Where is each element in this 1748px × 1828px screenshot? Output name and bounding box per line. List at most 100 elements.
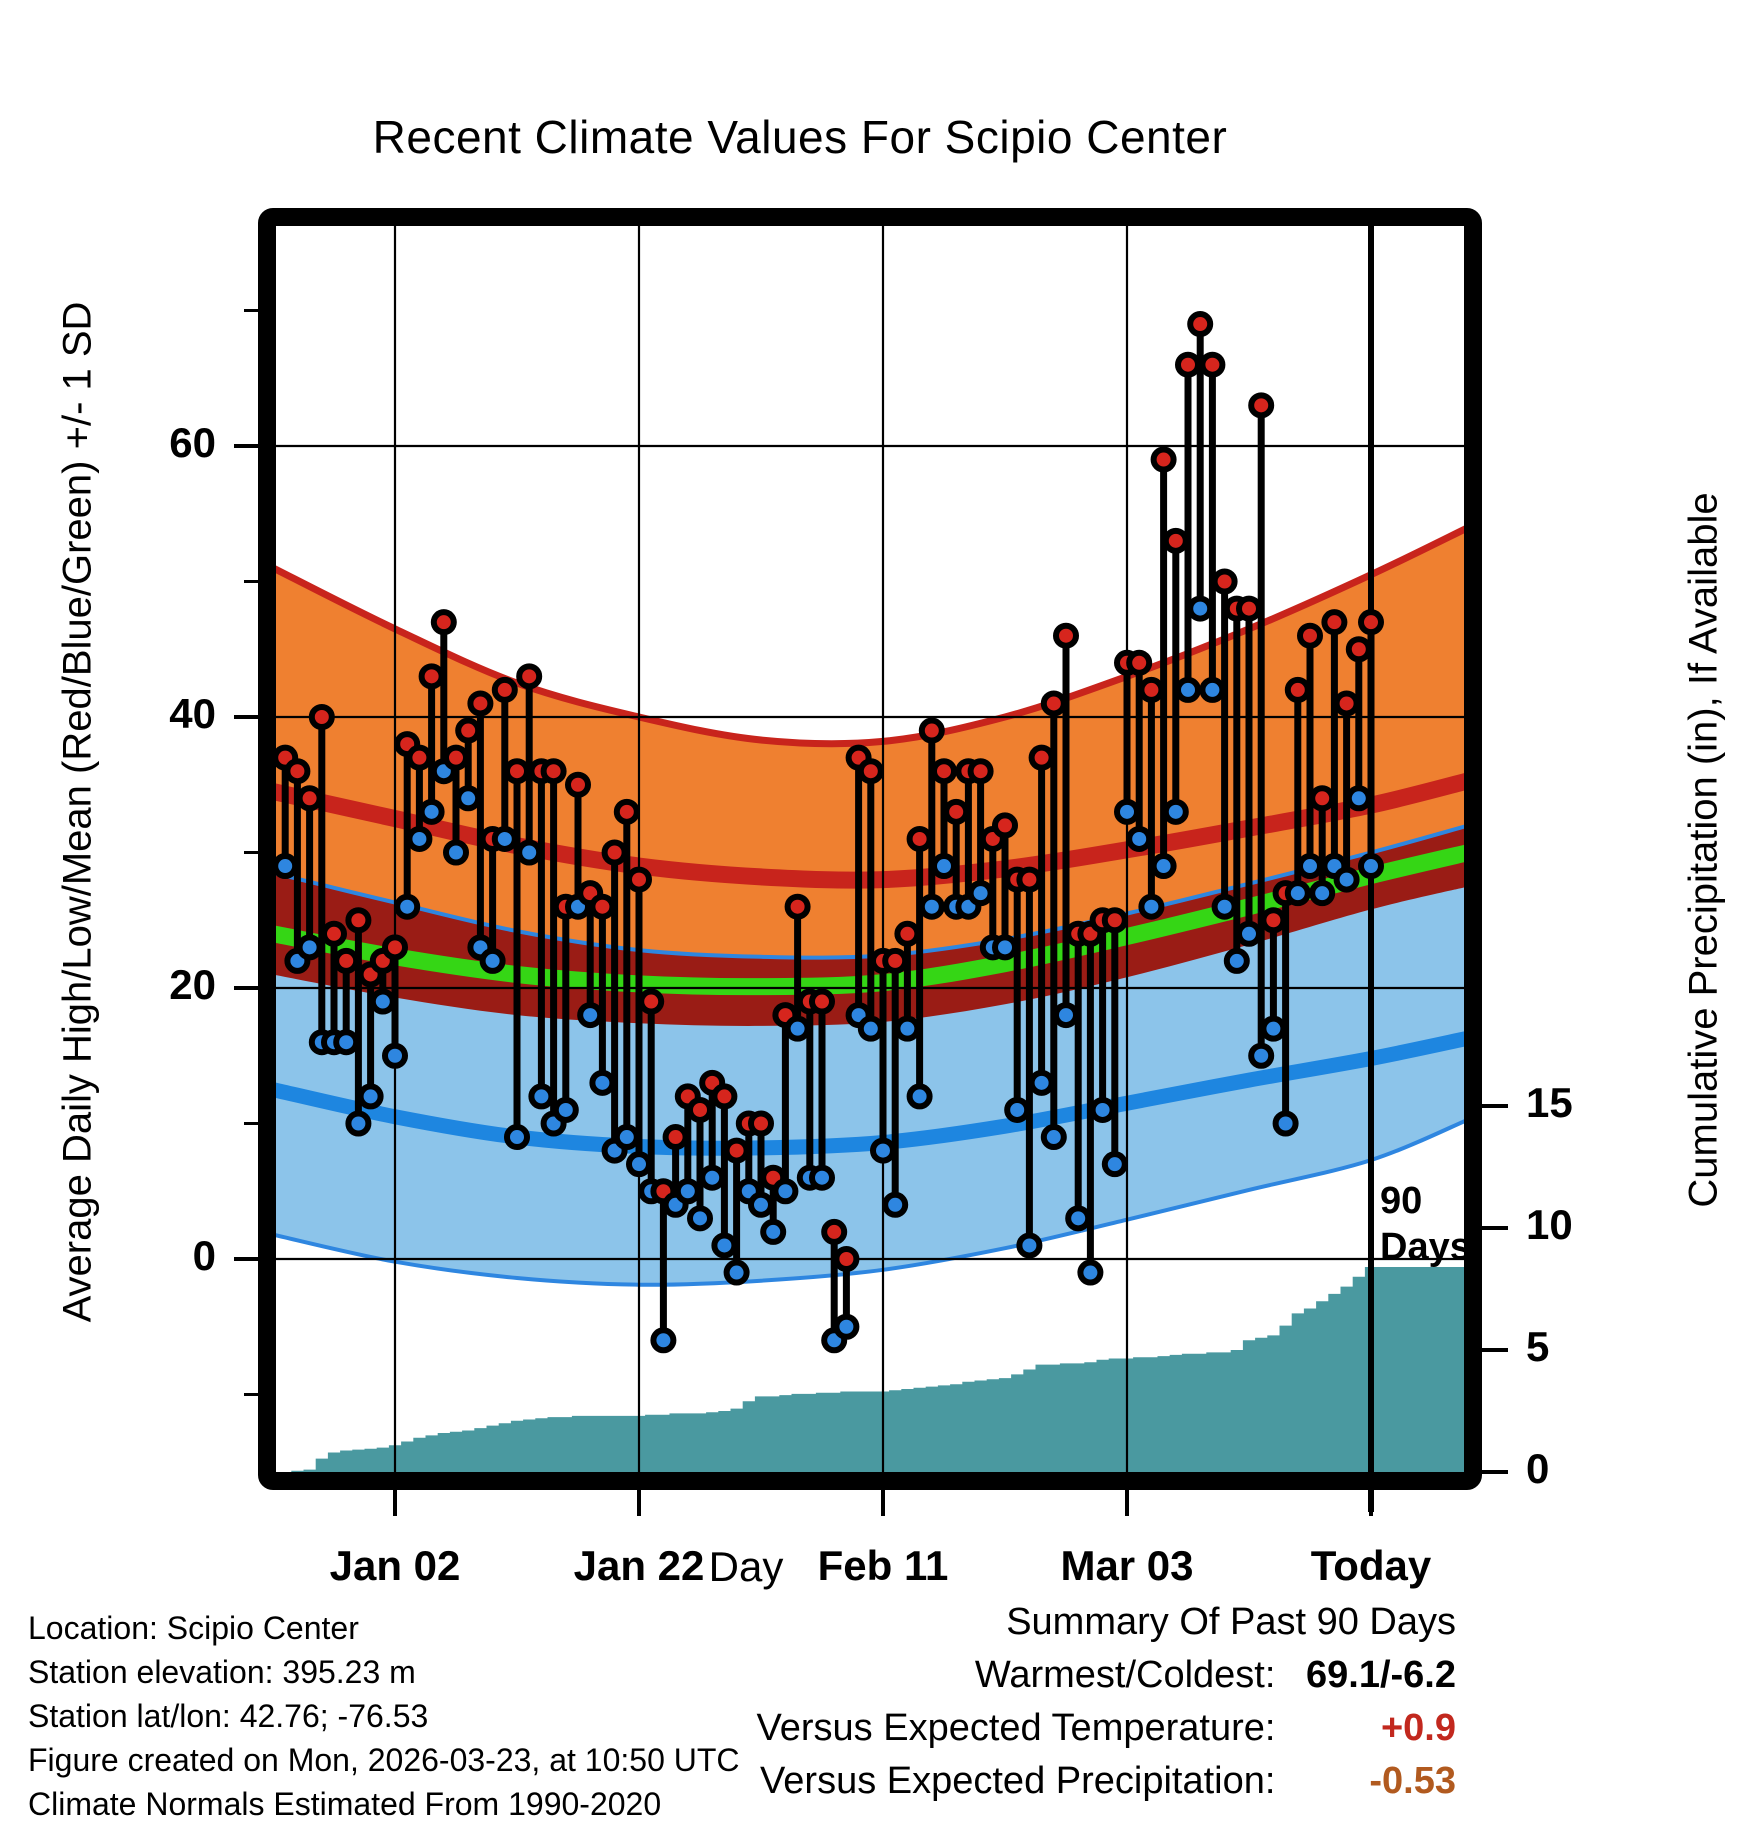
high-dot [882, 947, 909, 974]
high-dot [589, 893, 616, 920]
summary-row-vs-temperature: Versus Expected Temperature: +0.9 [556, 1702, 1456, 1755]
high-dot [918, 717, 945, 744]
station-elevation: Station elevation: 395.23 m [28, 1654, 416, 1690]
y-axis-left-label: Average Daily High/Low/Mean (Red/Blue/Gr… [55, 301, 100, 1323]
low-dot [626, 1151, 652, 1178]
summary-block: Summary Of Past 90 Days Warmest/Coldest:… [556, 1596, 1456, 1808]
high-dot [1297, 622, 1323, 649]
low-dot [528, 1083, 555, 1110]
warmest-coldest-label: Warmest/Coldest: [974, 1654, 1276, 1696]
x-tick-label: Today [1310, 1542, 1432, 1589]
low-dot [1150, 853, 1177, 880]
high-dot [1358, 609, 1384, 636]
x-tick-label: Feb 11 [817, 1542, 949, 1589]
warmest-coldest-value: 69.1/-6.2 [1306, 1654, 1456, 1696]
low-dot [1260, 1015, 1287, 1042]
low-dot [1309, 880, 1336, 907]
low-dot [394, 893, 421, 920]
y-left-tick-label: 60 [169, 419, 216, 466]
low-dot [1187, 595, 1214, 622]
high-dot [1211, 568, 1238, 595]
low-dot [1211, 893, 1238, 920]
low-dot [516, 839, 543, 866]
high-dot [601, 839, 628, 866]
high-dot [662, 1124, 689, 1151]
low-dot [992, 934, 1018, 961]
low-dot [1089, 1096, 1116, 1123]
high-dot [1321, 609, 1348, 636]
high-dot [943, 798, 970, 825]
low-dot [1236, 920, 1262, 947]
high-dot [967, 758, 994, 785]
high-dot [1016, 866, 1043, 893]
low-dot [1040, 1124, 1067, 1151]
high-dot [455, 717, 482, 744]
vs-temperature-value: +0.9 [1380, 1707, 1456, 1749]
y-right-tick-label: 5 [1526, 1323, 1550, 1370]
vs-temperature-label: Versus Expected Temperature: [756, 1707, 1276, 1749]
climate-normals-note: Climate Normals Estimated From 1990-2020 [28, 1786, 662, 1822]
station-latlon: Station lat/lon: 42.76; -76.53 [28, 1698, 429, 1734]
low-dot [333, 1029, 360, 1056]
station-location: Location: Scipio Center [28, 1610, 359, 1646]
low-dot [870, 1137, 896, 1164]
x-axis-label: Day [708, 1543, 784, 1590]
high-dot [1345, 636, 1372, 663]
high-dot [321, 920, 347, 947]
low-dot [882, 1191, 909, 1218]
low-dot [455, 785, 482, 812]
low-dot [345, 1110, 372, 1137]
low-dot [491, 825, 518, 852]
low-dot [296, 934, 323, 961]
high-dot [418, 663, 445, 690]
high-dot [333, 947, 360, 974]
low-dot [1297, 853, 1323, 880]
high-dot [1126, 649, 1153, 676]
low-dot [711, 1232, 738, 1259]
low-dot [479, 947, 506, 974]
high-dot [1150, 446, 1177, 473]
low-dot [699, 1164, 726, 1191]
high-dot [857, 758, 884, 785]
high-dot [613, 798, 640, 825]
high-dot [833, 1246, 860, 1272]
gridlines [276, 226, 1464, 1472]
low-dot [1333, 866, 1360, 893]
ninety-days-line2: Days [1380, 1226, 1471, 1268]
low-dot [552, 1096, 579, 1123]
low-dot [918, 893, 945, 920]
high-dot [430, 609, 457, 636]
high-dot [1162, 527, 1189, 554]
high-dot [1260, 907, 1287, 934]
low-dot [613, 1124, 640, 1151]
high-dot [784, 893, 811, 920]
high-dot [504, 758, 530, 785]
high-dot [308, 704, 335, 730]
low-dot [1284, 880, 1311, 907]
high-dot [1199, 351, 1226, 378]
low-dot [1126, 825, 1153, 852]
high-dot [638, 988, 665, 1015]
axis-ticks [234, 309, 1508, 1516]
high-dot [382, 934, 408, 961]
low-dot [809, 1164, 835, 1191]
high-dot [1236, 595, 1262, 622]
low-dot [1114, 798, 1140, 825]
high-dot [443, 744, 469, 771]
cumulative-precip-area [276, 1267, 1464, 1472]
low-dot [931, 853, 957, 880]
high-dot [1040, 690, 1067, 717]
low-dot [1138, 893, 1165, 920]
high-dot [467, 690, 494, 717]
high-dot [992, 812, 1018, 839]
low-dot [589, 1069, 616, 1096]
low-dot [772, 1178, 799, 1205]
y-left-tick-label: 40 [169, 690, 216, 737]
vs-precipitation-label: Versus Expected Precipitation: [760, 1760, 1276, 1802]
high-dot [406, 744, 433, 771]
summary-row-vs-precipitation: Versus Expected Precipitation: -0.53 [556, 1755, 1456, 1808]
low-dot [443, 839, 469, 866]
figure-created: Figure created on Mon, 2026-03-23, at 10… [28, 1742, 740, 1778]
low-dot [894, 1015, 921, 1042]
